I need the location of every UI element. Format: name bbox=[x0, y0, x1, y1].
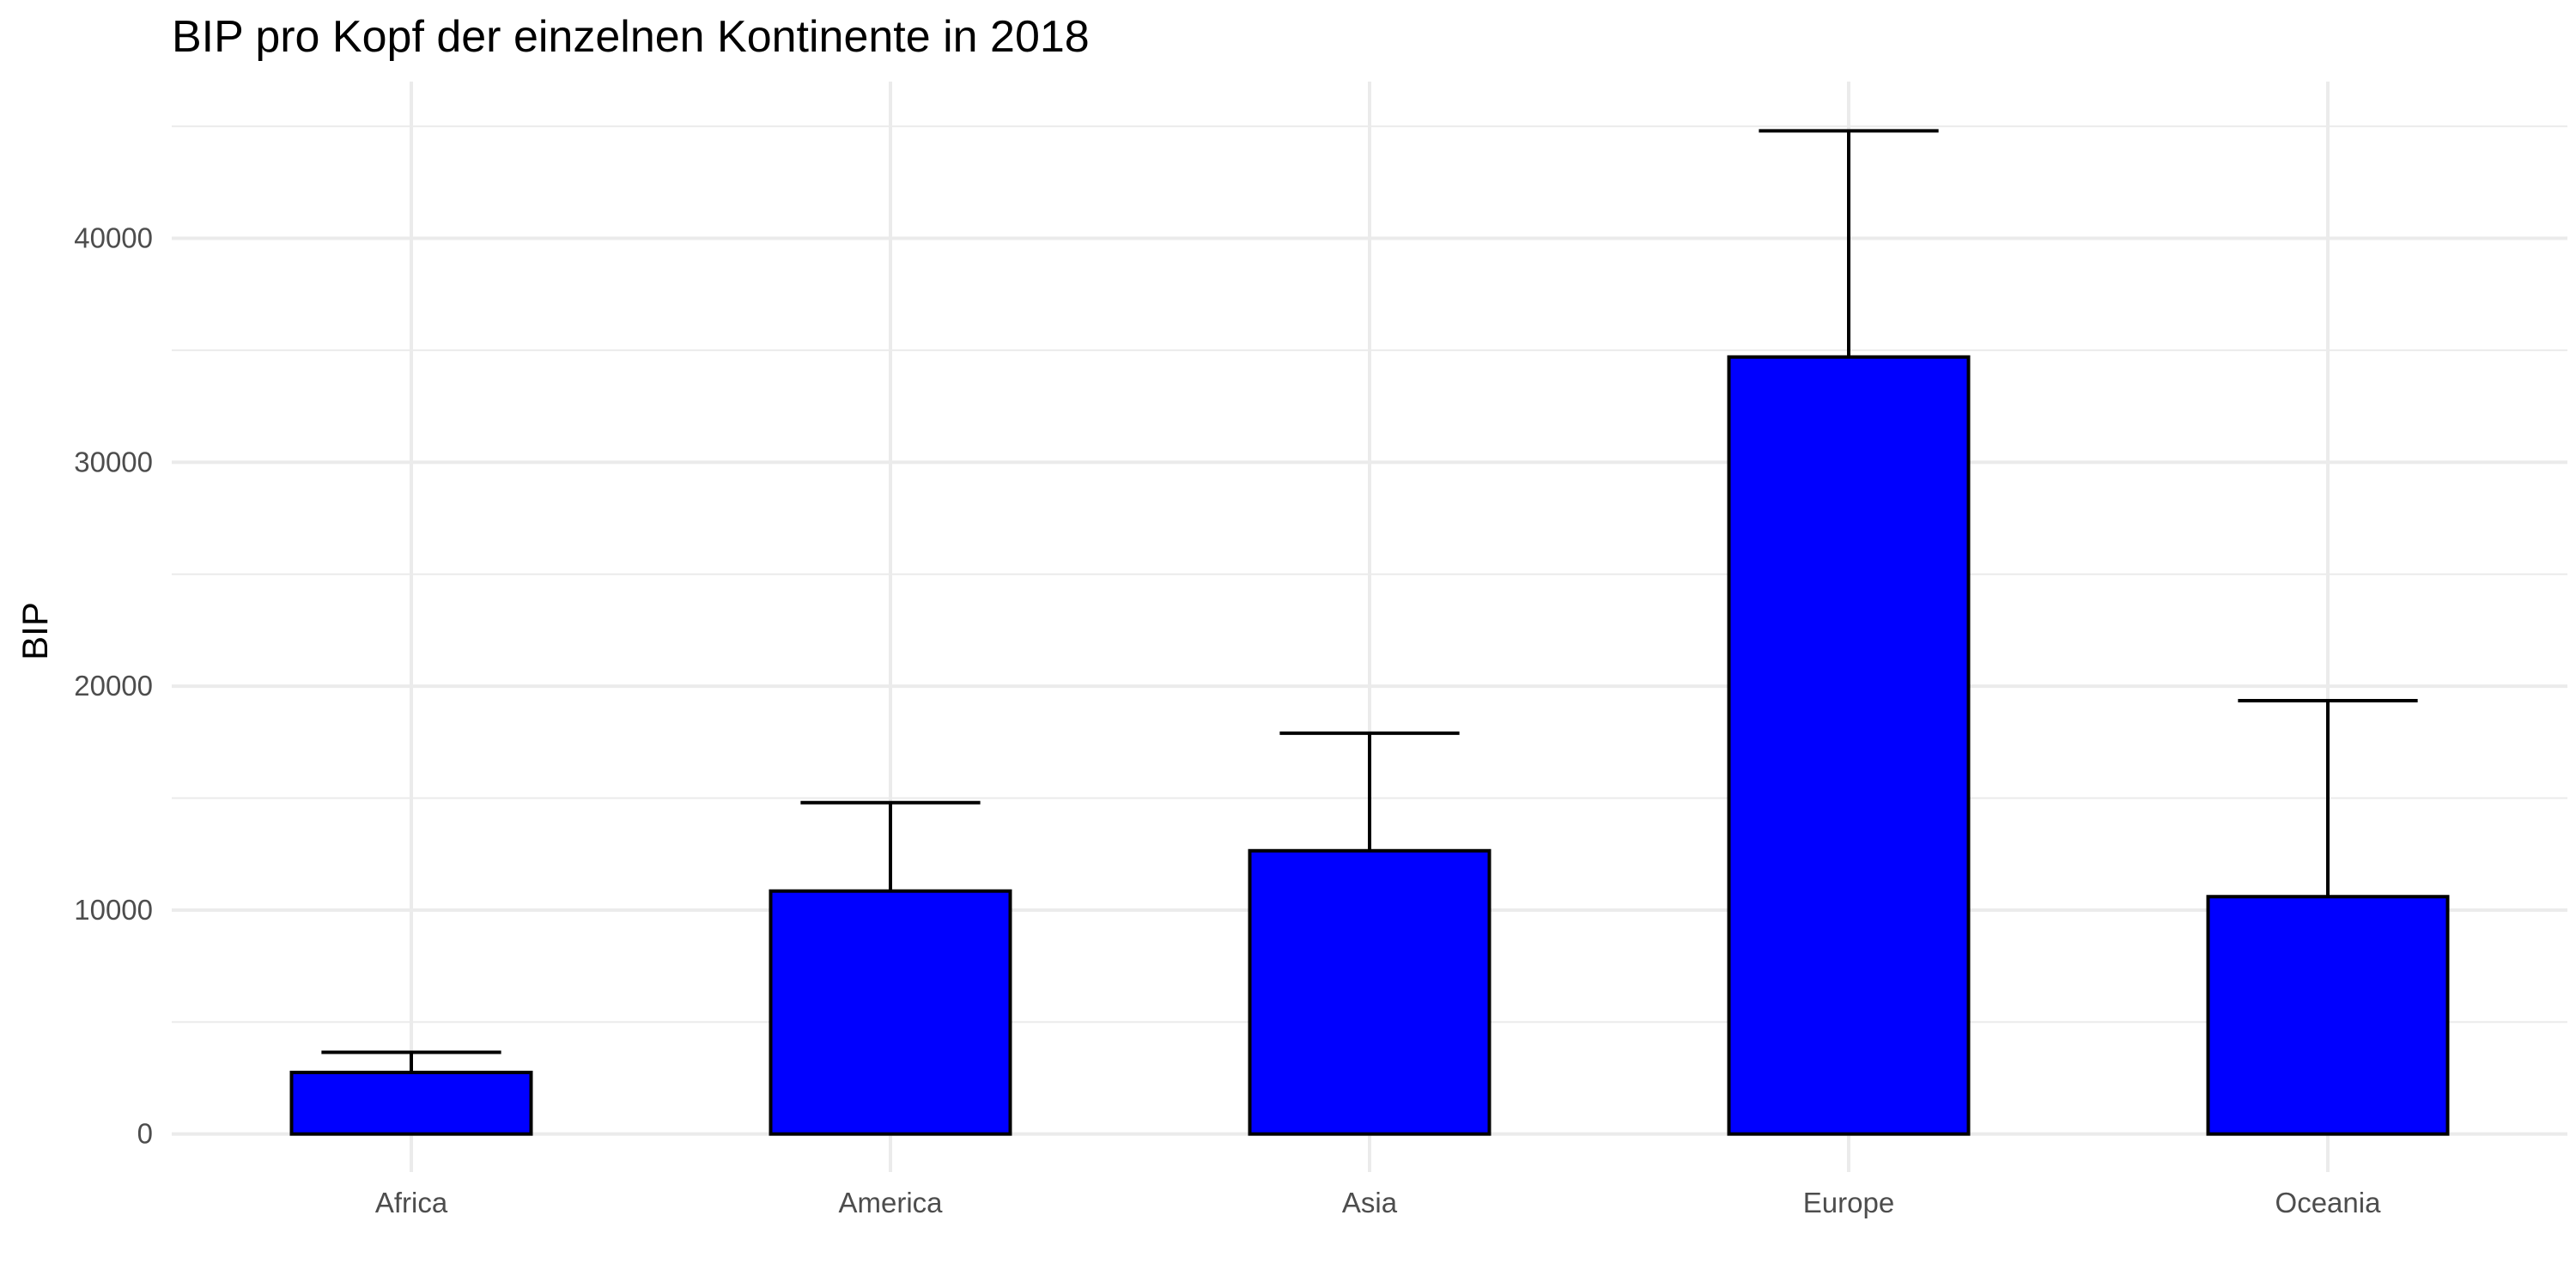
x-tick-label: Oceania bbox=[2275, 1187, 2382, 1218]
bar-africa bbox=[289, 1070, 533, 1136]
y-tick-label: 30000 bbox=[74, 446, 153, 477]
y-tick-label: 20000 bbox=[74, 670, 153, 702]
bar-america bbox=[769, 889, 1012, 1136]
x-axis-ticks: Africa America Asia Europe Oceania bbox=[375, 1187, 2381, 1218]
chart-title: BIP pro Kopf der einzelnen Kontinente in… bbox=[172, 12, 1090, 62]
y-tick-label: 10000 bbox=[74, 894, 153, 926]
bar-oceania bbox=[2206, 895, 2450, 1136]
x-tick-label: Africa bbox=[375, 1187, 448, 1218]
x-tick-label: Europe bbox=[1803, 1187, 1894, 1218]
y-axis-ticks: 0 10000 20000 30000 40000 bbox=[74, 222, 153, 1150]
x-tick-label: America bbox=[838, 1187, 943, 1218]
y-axis-title: BIP bbox=[15, 602, 55, 660]
y-tick-label: 40000 bbox=[74, 222, 153, 254]
bars bbox=[289, 355, 2450, 1136]
bar-asia bbox=[1248, 848, 1492, 1136]
y-tick-label: 0 bbox=[137, 1118, 153, 1150]
x-tick-label: Asia bbox=[1342, 1187, 1398, 1218]
bar-europe bbox=[1727, 355, 1971, 1136]
error-bars bbox=[321, 129, 2418, 1072]
